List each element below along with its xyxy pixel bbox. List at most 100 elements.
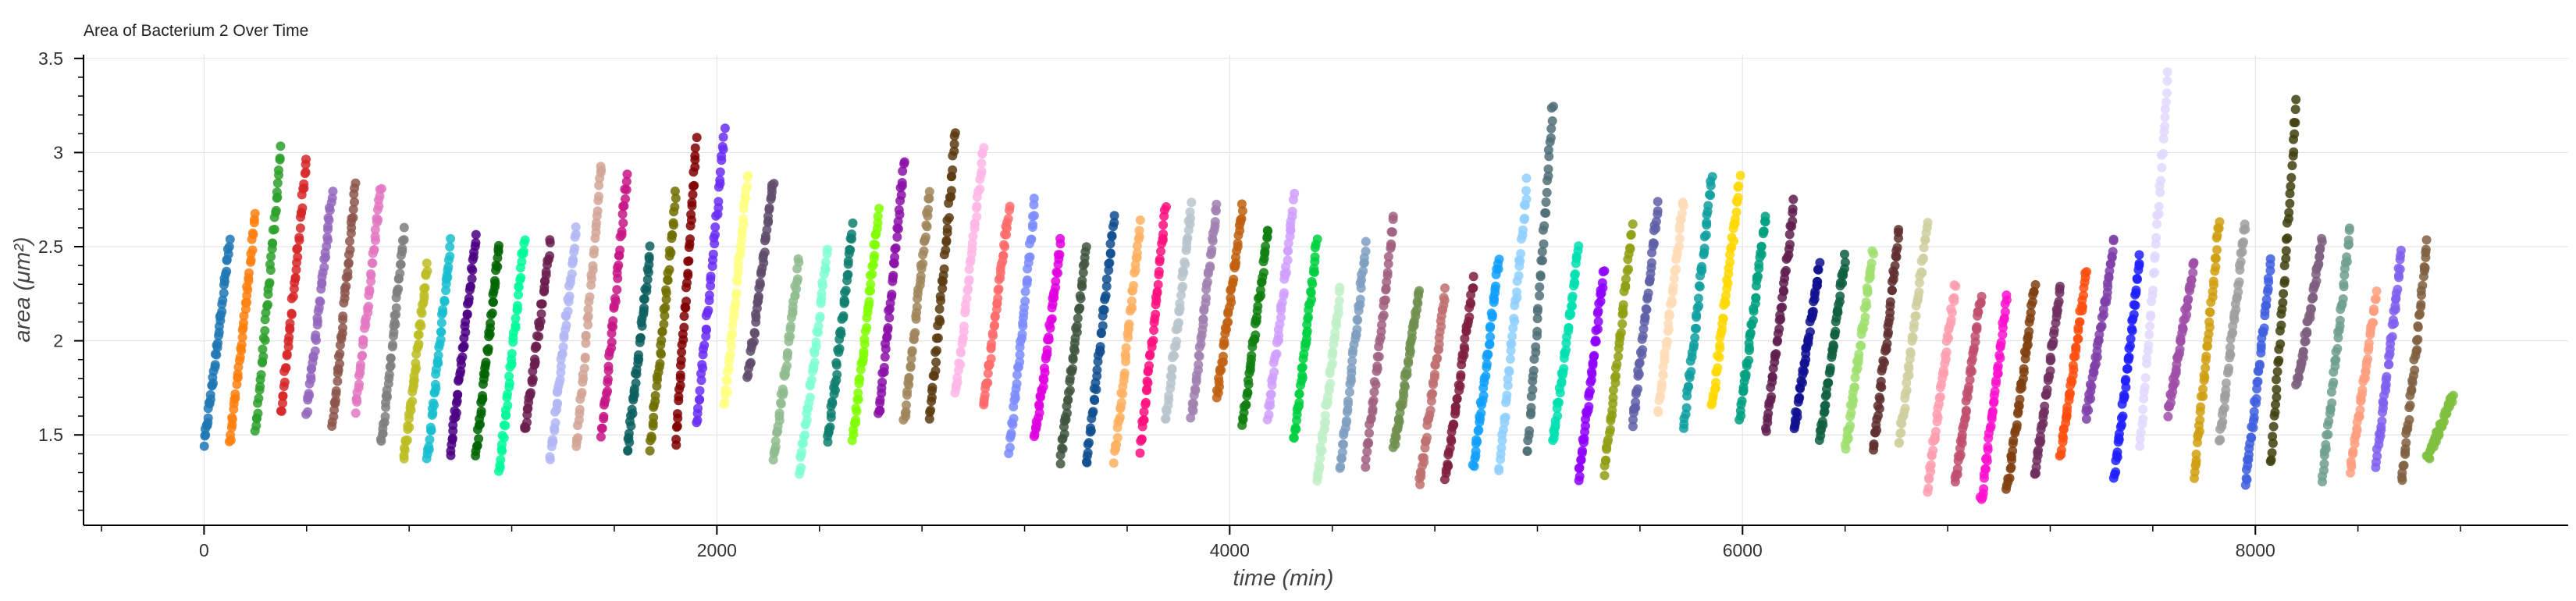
data-point <box>1112 432 1123 443</box>
data-point <box>445 251 455 261</box>
data-point <box>2175 344 2185 354</box>
data-point <box>1469 461 1479 471</box>
data-point <box>1243 388 1253 398</box>
data-point <box>2397 468 2407 478</box>
data-point <box>838 311 849 321</box>
data-point <box>1317 432 1327 443</box>
data-point <box>1564 323 1574 333</box>
data-point <box>415 318 425 329</box>
data-point <box>1715 343 1725 354</box>
data-point <box>1223 317 1233 327</box>
data-point <box>1731 207 1742 217</box>
data-point <box>931 357 941 368</box>
data-point <box>2073 334 2083 344</box>
data-point <box>1330 327 1340 337</box>
data-point <box>1025 252 1035 262</box>
data-point <box>1754 259 1764 269</box>
data-point <box>2279 289 2289 299</box>
data-point <box>941 236 952 246</box>
series-11 <box>446 229 481 461</box>
data-point <box>1823 378 1834 388</box>
data-point <box>720 123 730 133</box>
data-point <box>675 370 685 380</box>
data-point <box>2165 398 2176 408</box>
data-point <box>2078 302 2087 312</box>
data-point <box>1813 265 1823 275</box>
data-point <box>1381 283 1391 293</box>
data-point <box>618 218 628 228</box>
data-point <box>1460 333 1470 343</box>
data-point <box>1589 350 1599 361</box>
data-point <box>1386 239 1396 249</box>
data-point <box>724 364 734 374</box>
data-point <box>433 350 443 361</box>
data-point <box>1029 194 1039 204</box>
data-point <box>1546 123 1557 133</box>
data-point <box>697 360 707 370</box>
data-point <box>1086 423 1095 433</box>
data-point <box>855 374 865 384</box>
data-point <box>1538 255 1547 265</box>
data-point <box>932 346 941 356</box>
data-point <box>2354 411 2364 421</box>
data-point <box>237 340 247 350</box>
data-point <box>596 162 606 172</box>
data-point <box>859 347 869 357</box>
data-point <box>2135 441 2145 451</box>
series-42 <box>1237 226 1273 430</box>
data-point <box>2049 325 2059 336</box>
data-point <box>955 360 966 370</box>
data-point <box>563 306 573 316</box>
data-point <box>1850 372 1860 382</box>
data-point <box>1194 351 1204 361</box>
data-point <box>2338 294 2348 304</box>
data-point <box>550 425 560 436</box>
data-point <box>222 266 232 276</box>
data-point <box>2162 67 2172 77</box>
data-point <box>1338 439 1347 450</box>
data-point <box>671 434 681 444</box>
data-point <box>1112 439 1122 450</box>
series-9 <box>399 258 432 464</box>
data-point <box>1381 295 1390 305</box>
data-point <box>1525 426 1535 436</box>
data-point <box>1514 271 1524 281</box>
series-78 <box>2190 217 2225 483</box>
data-point <box>345 236 354 247</box>
data-point <box>244 268 254 278</box>
data-point <box>1869 249 1879 259</box>
data-point <box>258 344 268 354</box>
data-point <box>2263 284 2273 294</box>
data-point <box>910 328 920 338</box>
data-point <box>690 143 700 153</box>
series-70 <box>1975 290 2012 504</box>
data-point <box>273 165 283 175</box>
data-point <box>335 359 344 369</box>
data-point <box>1238 414 1248 425</box>
data-point <box>2281 254 2291 264</box>
data-point <box>963 284 973 294</box>
data-point <box>2226 350 2236 360</box>
data-point <box>891 243 901 253</box>
data-point <box>1091 385 1101 395</box>
series-67 <box>1894 218 1933 448</box>
data-point <box>286 308 297 318</box>
data-point <box>436 327 446 337</box>
data-point <box>1896 428 1906 438</box>
data-point <box>834 343 845 354</box>
data-point <box>1118 389 1128 399</box>
series-26 <box>823 218 858 447</box>
data-point <box>1065 386 1075 396</box>
data-point <box>1952 464 1962 474</box>
data-point <box>375 191 385 201</box>
data-point <box>570 244 580 254</box>
data-point <box>2264 277 2274 287</box>
data-point <box>1139 415 1149 425</box>
data-point <box>923 204 934 215</box>
data-point <box>2008 446 2018 456</box>
data-point <box>2144 329 2154 340</box>
data-point <box>1267 380 1277 390</box>
data-point <box>2048 336 2058 347</box>
data-point <box>297 203 308 213</box>
data-point <box>2369 304 2379 314</box>
